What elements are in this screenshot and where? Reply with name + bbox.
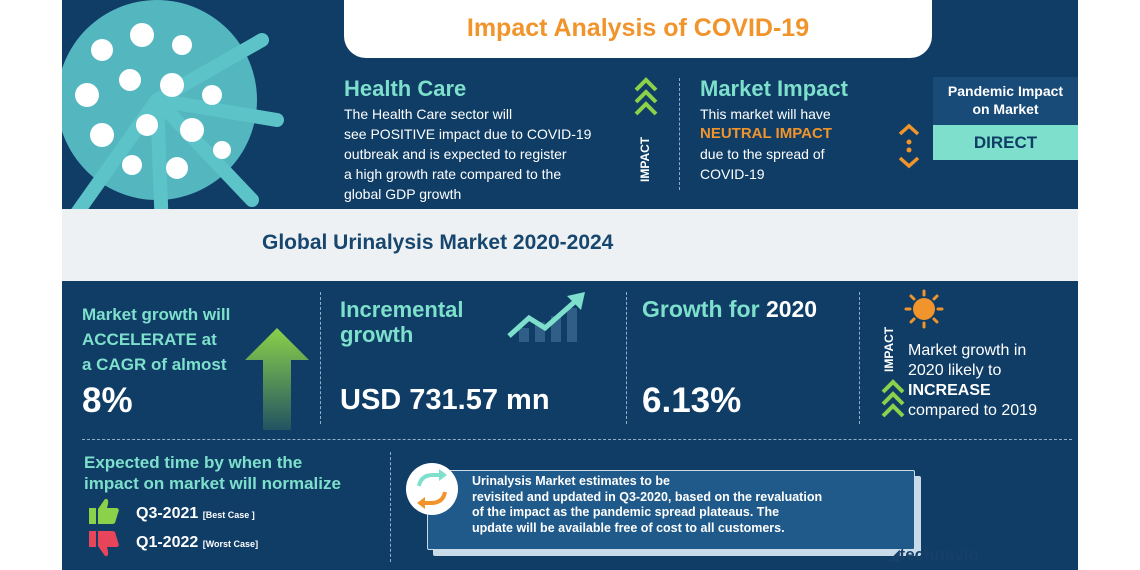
divider xyxy=(626,292,627,424)
impact2-line: compared to 2019 xyxy=(908,402,1037,419)
health-care-line: The Health Care sector will xyxy=(344,106,513,122)
refresh-icon xyxy=(406,463,458,515)
note-line: update will be available free of cost to… xyxy=(472,520,785,535)
incremental-line: growth xyxy=(340,322,414,347)
cagr-line: Market growth will xyxy=(82,305,231,324)
pandemic-title-line: on Market xyxy=(972,101,1039,117)
best-case-tag: [Best Case ] xyxy=(202,510,255,520)
divider xyxy=(679,78,680,190)
note-line: Urinalysis Market estimates to be xyxy=(472,474,670,488)
growth-label: Growth for xyxy=(642,296,766,322)
cagr-text: Market growth will ACCELERATE at a CAGR … xyxy=(82,302,230,377)
market-impact-line: COVID-19 xyxy=(700,166,765,182)
impact-label-2: IMPACT xyxy=(882,315,900,375)
worst-case: Q1-2022 [Worst Case] xyxy=(136,534,258,552)
health-care-line: outbreak and is expected to register xyxy=(344,146,567,162)
growth-2020-title: Growth for 2020 xyxy=(642,296,817,323)
worst-case-quarter: Q1-2022 xyxy=(136,534,199,551)
incremental-value: USD 731.57 mn xyxy=(340,384,550,416)
logo-mark-icon: ◢ xyxy=(888,547,900,564)
update-note-box xyxy=(427,470,915,550)
header-box: Impact Analysis of COVID-19 xyxy=(344,0,932,58)
impact2-text: Market growth in 2020 likely to INCREASE… xyxy=(908,341,1037,421)
health-care-line: global GDP growth xyxy=(344,186,462,202)
divider xyxy=(82,439,1072,440)
normalize-line: impact on market will normalize xyxy=(84,474,341,493)
technavio-logo: ◢technavio xyxy=(888,545,979,565)
health-care-line: a high growth rate compared to the xyxy=(344,166,562,182)
impact2-line: 2020 likely to xyxy=(908,362,1002,379)
best-case-quarter: Q3-2021 xyxy=(136,505,199,522)
normalize-line: Expected time by when the xyxy=(84,453,303,472)
thumbs-up-icon xyxy=(89,498,119,524)
market-title: Global Urinalysis Market 2020-2024 xyxy=(262,231,614,254)
impact2-line: Market growth in xyxy=(908,342,1027,359)
cagr-line: a CAGR of almost xyxy=(82,355,227,374)
best-case: Q3-2021 [Best Case ] xyxy=(136,505,255,523)
growth-2020-value: 6.13% xyxy=(642,381,742,420)
sun-icon xyxy=(904,289,944,329)
infographic: Impact Analysis of COVID-19 Health Care … xyxy=(62,0,1078,570)
chevrons-up-icon xyxy=(881,379,905,418)
page-title: Impact Analysis of COVID-19 xyxy=(466,14,810,42)
impact-label-text: IMPACT xyxy=(638,136,652,182)
impact-label: IMPACT xyxy=(638,120,656,185)
brand-name: technavio xyxy=(899,545,979,564)
chevrons-up-icon xyxy=(634,77,658,116)
cagr-value: 8% xyxy=(82,381,133,420)
title-band xyxy=(62,209,1078,281)
up-arrow-icon xyxy=(245,328,309,430)
incremental-text: Incremental growth xyxy=(340,297,464,347)
market-impact-text: This market will have NEUTRAL IMPACT due… xyxy=(700,104,900,184)
health-care-line: see POSITIVE impact due to COVID-19 xyxy=(344,126,592,142)
incremental-line: Incremental xyxy=(340,297,464,322)
divider xyxy=(859,292,860,424)
worst-case-tag: [Worst Case] xyxy=(202,539,259,549)
market-impact-line: due to the spread of xyxy=(700,146,825,162)
health-care-text: The Health Care sector will see POSITIVE… xyxy=(344,104,634,204)
pandemic-impact-header: Pandemic Impact on Market xyxy=(933,77,1078,125)
neutral-arrows-icon xyxy=(898,123,920,169)
neutral-impact-highlight: NEUTRAL IMPACT xyxy=(700,125,832,142)
normalize-title: Expected time by when the impact on mark… xyxy=(84,452,341,494)
update-note-text: Urinalysis Market estimates to be revisi… xyxy=(472,474,902,536)
health-care-title: Health Care xyxy=(344,76,467,101)
note-line: of the impact as the pandemic spread pla… xyxy=(472,505,780,519)
pandemic-title-line: Pandemic Impact xyxy=(947,83,1064,99)
market-impact-title: Market Impact xyxy=(700,76,848,101)
virus-icon xyxy=(62,0,284,237)
market-impact-line: This market will have xyxy=(700,106,831,122)
thumbs-down-icon xyxy=(89,531,119,557)
cagr-line: ACCELERATE at xyxy=(82,330,217,349)
trend-up-icon xyxy=(507,292,585,342)
note-line: revisited and updated in Q3-2020, based … xyxy=(472,489,823,504)
pandemic-impact-value: DIRECT xyxy=(933,125,1078,160)
divider xyxy=(390,452,391,562)
increase-highlight: INCREASE xyxy=(908,382,991,399)
impact-label-2-text: IMPACT xyxy=(882,326,896,372)
growth-year: 2020 xyxy=(765,296,818,322)
divider xyxy=(320,292,321,424)
